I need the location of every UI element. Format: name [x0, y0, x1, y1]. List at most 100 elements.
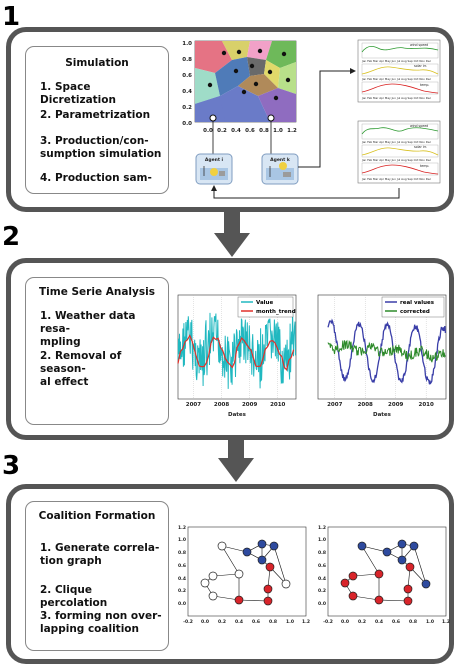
step-number-1: 1 — [2, 2, 21, 32]
svg-text:0.2: 0.2 — [318, 588, 326, 594]
coalition-step-2: 2. Clique percolation — [40, 584, 108, 609]
x-tick-label: 2007 — [327, 402, 342, 408]
coalition-step-1: 1. Generate correla- tion graph — [40, 542, 160, 567]
flow-arrow-1 — [214, 211, 250, 257]
x-tick-label: 2007 — [186, 402, 201, 408]
mini-legend-solar: solar irr. — [414, 64, 427, 68]
coalition-graph: 1.2 1.0 0.8 0.6 0.4 0.2 0.0 -0.2 0.0 0.2… — [318, 525, 450, 625]
svg-text:-0.2: -0.2 — [183, 619, 193, 625]
simulation-step-2: 2. Parametrization — [40, 109, 151, 121]
svg-text:0.8: 0.8 — [269, 619, 277, 625]
simulation-title: Simulation — [65, 57, 129, 69]
coalition-title: Coalition Formation — [38, 510, 156, 522]
svg-text:1.0: 1.0 — [318, 537, 326, 543]
series-real-values-line — [327, 318, 447, 385]
svg-text:0.8: 0.8 — [178, 550, 186, 556]
svg-text:0.8: 0.8 — [318, 550, 326, 556]
svg-text:1.2: 1.2 — [178, 525, 186, 531]
x-tick-label: 2009 — [388, 402, 403, 408]
mini-legend-temp: temp. — [420, 164, 429, 168]
voronoi-xtick: 0.2 — [217, 128, 227, 134]
agent-chart-arrows — [211, 68, 400, 199]
svg-text:0.6: 0.6 — [318, 563, 326, 569]
simulation-step-1: 1. Space Dicretization — [40, 81, 116, 106]
svg-text:0.4: 0.4 — [318, 576, 326, 582]
x-tick-label: 2010 — [419, 402, 434, 408]
voronoi-xtick: 0.8 — [259, 128, 269, 134]
agent-k-label: Agent k — [270, 157, 291, 163]
svg-text:0.0: 0.0 — [178, 601, 186, 607]
voronoi-xtick: 0.4 — [231, 128, 241, 134]
svg-text:1.2: 1.2 — [442, 619, 450, 625]
mini-months: Jan Feb Mar Apr May Jun Jul Aug Sep Oct … — [361, 140, 432, 144]
voronoi-xtick: 0.6 — [245, 128, 255, 134]
agent-i-box: Agent i — [195, 153, 233, 185]
voronoi-xtick: 1.2 — [287, 128, 297, 134]
mini-charts-bottom: wind speed Jan Feb Mar Apr May Jun Jul A… — [357, 120, 441, 184]
voronoi-ytick: 0.2 — [182, 105, 192, 111]
voronoi-xtick: 0.0 — [203, 128, 213, 134]
legend-real-values: real values — [400, 300, 435, 306]
step-number-2: 2 — [2, 222, 21, 252]
simulation-graphics: 1.0 0.8 0.6 0.4 0.2 0.0 0.0 0.2 0.4 0.6 … — [182, 39, 441, 199]
time-series-step-1: 1. Weather data resa- mpling — [40, 310, 136, 348]
voronoi-xtick: 1.0 — [273, 128, 283, 134]
voronoi-ytick: 0.6 — [182, 73, 192, 79]
svg-text:0.2: 0.2 — [218, 619, 226, 625]
svg-text:0.8: 0.8 — [409, 619, 417, 625]
correlation-graph: 1.2 1.0 0.8 0.6 0.4 0.2 0.0 -0.2 0.0 0.2… — [178, 525, 310, 625]
svg-text:0.6: 0.6 — [252, 619, 260, 625]
x-axis-label: Dates — [228, 412, 247, 418]
coalition-step-3: 3. forming non over- lapping coalition — [40, 610, 162, 635]
legend-corrected: corrected — [400, 309, 430, 315]
simulation-textbox: Simulation 1. Space Dicretization 2. Par… — [25, 46, 169, 194]
svg-text:1.0: 1.0 — [426, 619, 434, 625]
svg-text:0.0: 0.0 — [201, 619, 209, 625]
svg-text:-0.2: -0.2 — [323, 619, 333, 625]
time-series-title: Time Serie Analysis — [39, 286, 155, 298]
series-corrected-line — [327, 339, 446, 363]
mini-legend-wind: wind speed — [410, 124, 428, 128]
corrected-chart: real values corrected 2007 2008 2009 201… — [317, 294, 447, 418]
svg-text:0.4: 0.4 — [235, 619, 243, 625]
svg-text:1.2: 1.2 — [318, 525, 326, 531]
x-tick-label: 2008 — [358, 402, 373, 408]
mini-months: Jan Feb Mar Apr May Jun Jul Aug Sep Oct … — [361, 96, 432, 100]
time-series-charts: Value month_trend 2007 2008 2009 2010 Da… — [177, 294, 447, 418]
mini-months: Jan Feb Mar Apr May Jun Jul Aug Sep Oct … — [361, 77, 432, 81]
mini-legend-wind: wind speed — [410, 43, 428, 47]
legend-value: Value — [256, 300, 273, 306]
x-tick-label: 2009 — [242, 402, 257, 408]
svg-text:0.0: 0.0 — [341, 619, 349, 625]
svg-text:0.0: 0.0 — [318, 601, 326, 607]
series-value-line — [177, 310, 296, 389]
mini-charts-top: wind speed Jan Feb Mar Apr May Jun Jul A… — [357, 39, 441, 103]
svg-text:1.2: 1.2 — [302, 619, 310, 625]
simulation-step-3: 3. Production/con- sumption simulation — [40, 135, 162, 160]
agent-i-label: Agent i — [205, 157, 224, 163]
coalition-textbox: Coalition Formation 1. Generate correla-… — [25, 501, 169, 651]
agent-k-box: Agent k — [261, 153, 299, 185]
mini-legend-temp: temp. — [420, 83, 429, 87]
voronoi-ytick: 0.8 — [182, 57, 192, 63]
mini-legend-solar: solar irr. — [414, 145, 427, 149]
mini-months: Jan Feb Mar Apr May Jun Jul Aug Sep Oct … — [361, 158, 432, 162]
svg-text:0.6: 0.6 — [392, 619, 400, 625]
svg-text:0.2: 0.2 — [358, 619, 366, 625]
svg-text:0.6: 0.6 — [178, 563, 186, 569]
flow-arrow-2 — [218, 438, 254, 482]
svg-text:1.0: 1.0 — [178, 537, 186, 543]
voronoi-ytick: 1.0 — [182, 41, 192, 47]
time-series-step-2: 2. Removal of season- al effect — [40, 350, 122, 388]
svg-text:0.4: 0.4 — [178, 576, 186, 582]
step-number-3: 3 — [2, 451, 21, 481]
mini-months: Jan Feb Mar Apr May Jun Jul Aug Sep Oct … — [361, 59, 432, 63]
svg-text:0.4: 0.4 — [375, 619, 383, 625]
legend-month-trend: month_trend — [256, 309, 296, 315]
voronoi-ytick: 0.0 — [182, 121, 192, 127]
svg-text:0.2: 0.2 — [178, 588, 186, 594]
trend-chart: Value month_trend 2007 2008 2009 2010 Da… — [177, 294, 297, 418]
x-axis-label: Dates — [373, 412, 392, 418]
voronoi-ytick: 0.4 — [182, 89, 192, 95]
